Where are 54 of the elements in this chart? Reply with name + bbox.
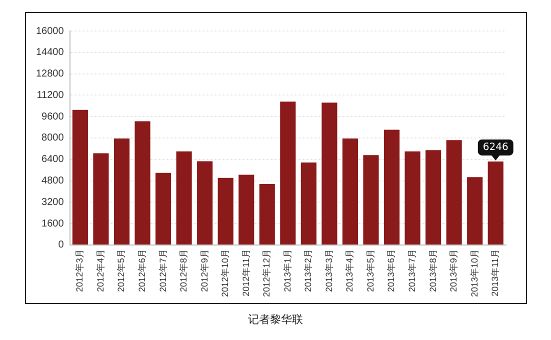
- x-tick-label: 2013年10月: [469, 248, 480, 298]
- x-tick-label: 2013年8月: [428, 248, 438, 292]
- bar: [322, 102, 338, 244]
- bar: [300, 162, 316, 244]
- x-tick-label: 2013年11月: [490, 248, 500, 296]
- y-tick-label: 16000: [36, 26, 64, 37]
- y-tick-label: 14400: [36, 47, 64, 58]
- bar: [114, 138, 130, 244]
- x-tick-label: 2012年9月: [199, 248, 210, 292]
- y-tick-label: 8000: [42, 132, 64, 144]
- y-tick-label: 1600: [42, 218, 64, 230]
- bar: [446, 140, 462, 244]
- x-tick-label: 2012年7月: [158, 248, 168, 292]
- x-tick-label: 2013年3月: [324, 248, 334, 292]
- bar: [134, 121, 150, 244]
- x-tick-label: 2013年5月: [365, 248, 376, 292]
- bar: [155, 172, 172, 244]
- bar: [72, 110, 88, 244]
- x-tick-label: 2012年4月: [95, 248, 106, 292]
- x-tick-label: 2013年7月: [407, 248, 418, 292]
- x-tick-label: 2012年5月: [116, 248, 126, 292]
- y-tick-label: 9600: [42, 111, 64, 122]
- y-tick-label: 0: [58, 240, 64, 251]
- y-tick-label: 3200: [42, 196, 64, 208]
- x-tick-label: 2012年10月: [220, 248, 230, 298]
- text: 记者黎华联: [247, 312, 304, 327]
- y-tick-label: 4800: [42, 176, 64, 187]
- bar: [218, 178, 234, 244]
- annotation: 6246: [482, 142, 508, 154]
- bar: [384, 130, 400, 244]
- bar: [280, 102, 296, 244]
- x-tick-label: 2013年9月: [448, 248, 459, 292]
- bar: [93, 153, 109, 244]
- y-tick-label: 11200: [36, 90, 64, 101]
- x-tick-label: 2012年6月: [136, 248, 147, 292]
- bar: [176, 151, 192, 244]
- bar: [363, 155, 379, 244]
- bar: [467, 177, 483, 244]
- y-tick-label: 12800: [36, 68, 64, 80]
- bar: [259, 184, 275, 244]
- x-tick-label: 2012年3月: [74, 248, 85, 292]
- bar: [342, 138, 358, 244]
- x-tick-label: 2012年12月: [262, 248, 272, 298]
- x-tick-label: 2012年11月: [240, 248, 251, 296]
- x-tick-label: 2013年4月: [344, 248, 355, 292]
- x-tick-label: 2013年2月: [303, 248, 314, 292]
- bar: [197, 161, 213, 244]
- x-tick-label: 2013年1月: [282, 248, 292, 292]
- bar: [426, 150, 442, 244]
- x-tick-label: 2013年6月: [386, 248, 396, 292]
- bar: [404, 151, 420, 244]
- y-tick-label: 6400: [42, 154, 64, 166]
- bar: [238, 174, 254, 244]
- x-tick-label: 2012年8月: [178, 248, 189, 292]
